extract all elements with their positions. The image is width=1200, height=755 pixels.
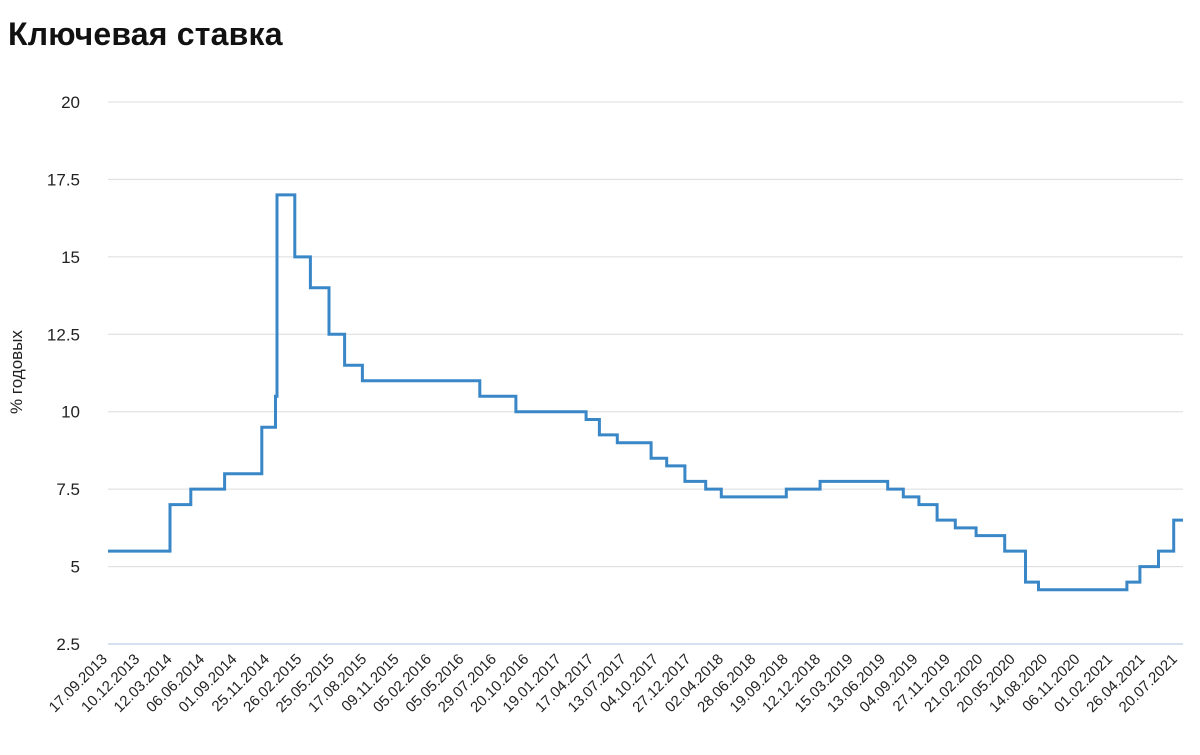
chart-title: Ключевая ставка	[8, 16, 283, 52]
data-point	[1037, 588, 1040, 591]
data-point	[1138, 565, 1141, 568]
data-point	[936, 519, 939, 522]
data-point	[616, 441, 619, 444]
series-group	[107, 193, 1185, 592]
data-point	[1024, 581, 1027, 584]
y-tick-label: 5	[71, 558, 80, 577]
data-point	[309, 286, 312, 289]
data-point	[223, 472, 226, 475]
y-tick-label: 2.5	[56, 635, 80, 654]
data-point	[260, 426, 263, 429]
data-point	[704, 488, 707, 491]
y-tick-label: 20	[61, 93, 80, 112]
data-point	[514, 410, 517, 413]
data-point	[650, 457, 653, 460]
data-point	[785, 488, 788, 491]
data-point	[293, 255, 296, 258]
y-tick-label: 10	[61, 403, 80, 422]
data-point	[478, 395, 481, 398]
data-point	[585, 418, 588, 421]
data-point	[975, 534, 978, 537]
data-point	[1172, 519, 1175, 522]
y-tick-label: 7.5	[56, 480, 80, 499]
key-rate-series-line	[108, 193, 1183, 592]
data-point	[328, 333, 331, 336]
data-point	[598, 433, 601, 436]
data-point	[665, 464, 668, 467]
data-point	[917, 503, 920, 506]
data-point	[886, 488, 889, 491]
y-axis-ticks: 2.5 5 7.5 10 12.5 15 17.5 20	[47, 93, 80, 654]
y-tick-label: 15	[61, 248, 80, 267]
data-point	[1125, 581, 1128, 584]
data-point	[819, 480, 822, 483]
y-tick-label: 12.5	[47, 325, 80, 344]
data-point	[683, 480, 686, 483]
gridlines	[108, 101, 1183, 645]
data-point	[1182, 519, 1185, 522]
x-axis-ticks: 17.09.201310.12.201312.03.201406.06.2014…	[46, 651, 1181, 716]
data-point	[1157, 550, 1160, 553]
data-point	[361, 379, 364, 382]
data-point	[274, 395, 277, 398]
y-axis-label: % годовых	[7, 330, 26, 414]
data-point	[107, 550, 110, 553]
data-point	[1003, 550, 1006, 553]
data-point	[343, 364, 346, 367]
data-point	[902, 495, 905, 498]
data-point	[169, 503, 172, 506]
data-point	[189, 488, 192, 491]
y-tick-label: 17.5	[47, 170, 80, 189]
data-point	[954, 526, 957, 529]
data-point	[720, 495, 723, 498]
data-point	[276, 193, 279, 196]
